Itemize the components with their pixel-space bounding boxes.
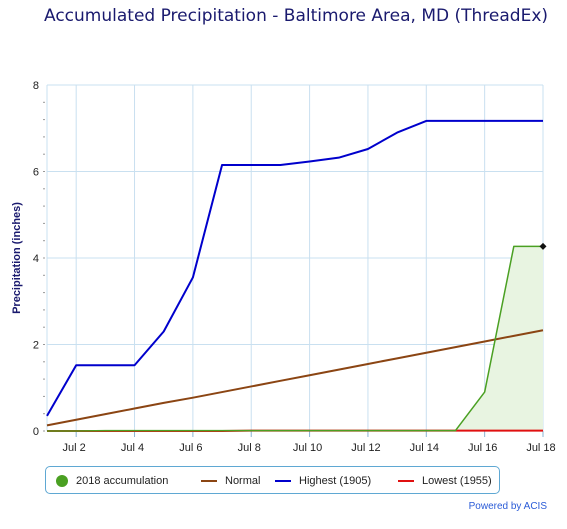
series-line-accum_2018 [47,245,543,432]
x-tick-label: Jul 14 [410,442,439,454]
x-tick-label: Jul 10 [293,442,322,454]
series-line-highest [46,119,543,417]
legend-label-2018-accumulation: 2018 accumulation [76,475,169,487]
y-tick-label: 2 [33,340,39,352]
x-tick-label: Jul 12 [351,442,380,454]
legend-item-lowest[interactable]: Lowest (1955) [398,467,492,495]
y-axis-label: Precipitation (inches) [11,202,23,314]
series-layer [46,119,547,432]
precipitation-chart: 0 2 4 6 8 Jul 2 Jul 4 Jul 6 Jul 8 Jul 10 Jul 12 Jul… [11,80,556,454]
legend-label-highest: Highest (1905) [299,475,372,487]
legend-line-normal-icon [201,480,217,482]
x-tick-label: Jul 16 [468,442,497,454]
chart-title: Accumulated Precipitation - Baltimore Ar… [44,6,549,26]
legend-label-normal: Normal [225,475,261,487]
fill-layer [47,246,543,431]
tick-layer: 0 2 4 6 8 Jul 2 Jul 4 Jul 6 Jul 8 Jul 10 Jul 12 Jul… [33,80,556,454]
x-tick-label: Jul 4 [121,442,144,454]
legend-line-lowest-icon [398,480,414,482]
legend-item-2018-accumulation[interactable]: 2018 accumulation [56,467,168,495]
x-tick-label: Jul 18 [526,442,555,454]
x-tick-label: Jul 8 [238,442,261,454]
grid-layer [43,84,544,437]
y-tick-label: 8 [33,80,39,92]
accum-2018-end-marker [539,242,547,250]
legend: 2018 accumulation Normal Highest (1905) … [45,466,500,494]
y-tick-label: 6 [33,167,39,179]
y-tick-label: 0 [33,426,39,438]
y-tick-label: 4 [33,253,39,265]
legend-line-highest-icon [275,480,291,482]
x-tick-label: Jul 2 [63,442,86,454]
legend-dot-2018-icon [56,475,68,487]
x-tick-label: Jul 6 [179,442,202,454]
legend-item-highest[interactable]: Highest (1905) [275,467,371,495]
series-line-normal [46,329,544,427]
powered-by-link[interactable]: Powered by ACIS [468,501,547,512]
accum-2018-area [47,246,543,431]
legend-item-normal[interactable]: Normal [201,467,260,495]
legend-label-lowest: Lowest (1955) [422,475,492,487]
